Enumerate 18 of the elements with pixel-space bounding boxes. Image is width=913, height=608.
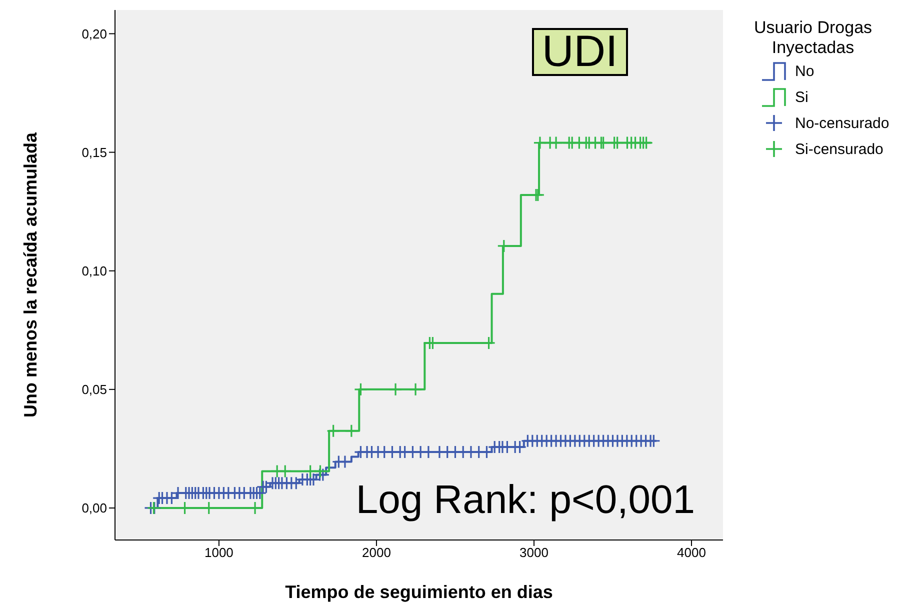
x-tick-label: 1000 [204,545,234,560]
y-axis-title: Uno menos la recaída acumulada [20,131,40,418]
y-tick-label: 0,05 [82,382,107,398]
legend-title: Usuario Drogas Inyectadas [752,18,874,58]
legend-label: Si-censurado [795,140,884,158]
x-axis-title: Tiempo de seguimiento en dias [285,582,553,602]
y-tick-label: 0,20 [82,26,107,42]
x-tick-label: 2000 [362,545,391,560]
y-tick-label: 0,00 [82,500,107,516]
legend-label: Si [795,88,808,106]
x-tick-label: 3000 [520,545,548,560]
legend-label: No [795,62,814,80]
y-tick-label: 0,10 [82,263,107,278]
y-tick-label: 0,15 [82,144,107,160]
annotation: Log Rank: p<0,001 [356,478,695,523]
x-tick-label: 4000 [677,545,706,560]
legend-label: No-censurado [795,114,890,132]
chart-title: UDI [532,27,628,76]
